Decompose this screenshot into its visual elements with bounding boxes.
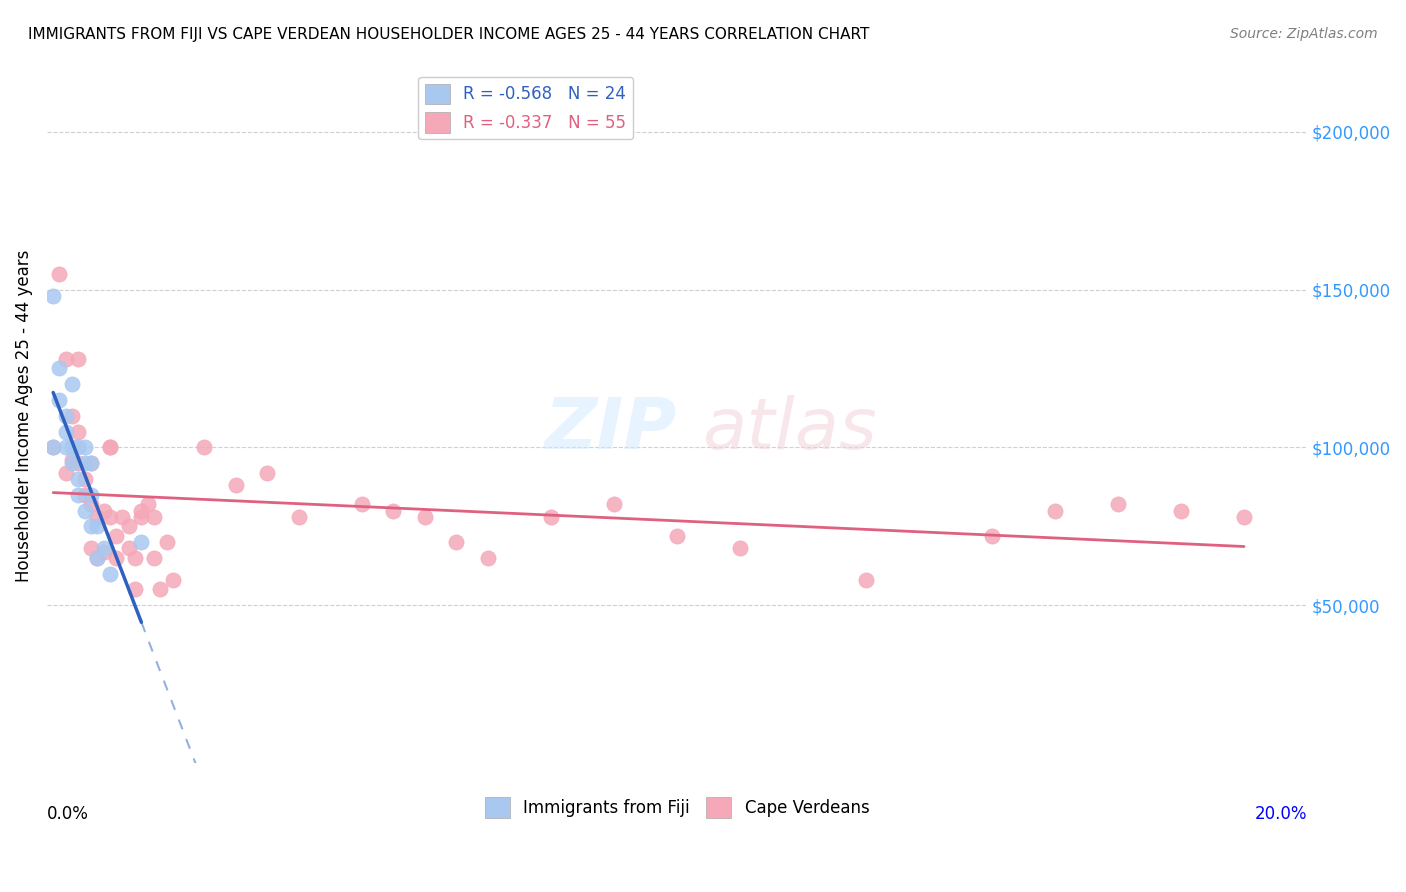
Point <box>382 503 405 517</box>
Point <box>73 488 96 502</box>
Point <box>155 535 177 549</box>
Point <box>225 478 247 492</box>
Point <box>98 509 121 524</box>
Point <box>80 541 103 556</box>
Point <box>55 351 77 366</box>
Y-axis label: Householder Income Ages 25 - 44 years: Householder Income Ages 25 - 44 years <box>15 250 32 582</box>
Point <box>60 441 83 455</box>
Point <box>80 488 103 502</box>
Text: 20.0%: 20.0% <box>1254 805 1308 822</box>
Point <box>80 456 103 470</box>
Point <box>477 550 499 565</box>
Point <box>86 550 108 565</box>
Point <box>350 497 373 511</box>
Point <box>60 453 83 467</box>
Point <box>55 409 77 423</box>
Point <box>67 488 90 502</box>
Text: 0.0%: 0.0% <box>46 805 89 822</box>
Point <box>73 503 96 517</box>
Point <box>256 466 278 480</box>
Point <box>193 441 215 455</box>
Point <box>728 541 751 556</box>
Point <box>67 472 90 486</box>
Point <box>48 361 70 376</box>
Point <box>1170 503 1192 517</box>
Point <box>67 351 90 366</box>
Point <box>93 503 115 517</box>
Point <box>143 550 166 565</box>
Point <box>42 441 65 455</box>
Point <box>603 497 626 511</box>
Point <box>73 441 96 455</box>
Text: atlas: atlas <box>702 395 877 464</box>
Point <box>981 529 1004 543</box>
Point <box>73 456 96 470</box>
Point <box>67 456 90 470</box>
Point <box>288 509 311 524</box>
Point <box>60 456 83 470</box>
Point <box>540 509 562 524</box>
Point <box>60 409 83 423</box>
Point <box>105 529 128 543</box>
Point <box>86 509 108 524</box>
Point <box>73 472 96 486</box>
Point <box>446 535 468 549</box>
Point <box>111 509 134 524</box>
Point <box>80 519 103 533</box>
Point <box>67 441 90 455</box>
Point <box>1043 503 1066 517</box>
Point <box>93 541 115 556</box>
Point <box>665 529 688 543</box>
Point <box>149 582 172 597</box>
Point <box>131 535 153 549</box>
Point <box>80 497 103 511</box>
Point <box>131 509 153 524</box>
Point <box>105 550 128 565</box>
Point <box>124 550 146 565</box>
Point <box>136 497 159 511</box>
Legend: Immigrants from Fiji, Cape Verdeans: Immigrants from Fiji, Cape Verdeans <box>478 790 876 824</box>
Point <box>98 441 121 455</box>
Point <box>55 466 77 480</box>
Point <box>1107 497 1129 511</box>
Point <box>413 509 436 524</box>
Point <box>42 441 65 455</box>
Point <box>55 441 77 455</box>
Point <box>162 573 184 587</box>
Point <box>118 519 141 533</box>
Point <box>98 441 121 455</box>
Point <box>124 582 146 597</box>
Point <box>48 267 70 281</box>
Point <box>98 566 121 581</box>
Text: IMMIGRANTS FROM FIJI VS CAPE VERDEAN HOUSEHOLDER INCOME AGES 25 - 44 YEARS CORRE: IMMIGRANTS FROM FIJI VS CAPE VERDEAN HOU… <box>28 27 869 42</box>
Text: Source: ZipAtlas.com: Source: ZipAtlas.com <box>1230 27 1378 41</box>
Point <box>55 425 77 439</box>
Point <box>118 541 141 556</box>
Point <box>48 392 70 407</box>
Point <box>86 519 108 533</box>
Point <box>855 573 877 587</box>
Point <box>80 456 103 470</box>
Point <box>131 503 153 517</box>
Point <box>86 550 108 565</box>
Point <box>1233 509 1256 524</box>
Point <box>42 289 65 303</box>
Text: ZIP: ZIP <box>544 395 676 464</box>
Point <box>67 425 90 439</box>
Point <box>93 544 115 558</box>
Point <box>143 509 166 524</box>
Point <box>60 377 83 392</box>
